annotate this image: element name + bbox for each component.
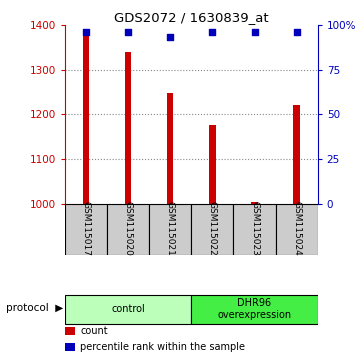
Point <box>83 29 89 35</box>
Point <box>168 34 173 40</box>
Text: percentile rank within the sample: percentile rank within the sample <box>80 342 245 352</box>
Bar <box>65 343 75 350</box>
Text: GSM115017: GSM115017 <box>82 201 91 256</box>
Title: GDS2072 / 1630839_at: GDS2072 / 1630839_at <box>114 11 269 24</box>
Text: GSM115022: GSM115022 <box>208 201 217 256</box>
Text: protocol  ▶: protocol ▶ <box>6 303 64 313</box>
Bar <box>125 52 131 204</box>
Text: GSM115024: GSM115024 <box>292 201 301 256</box>
Bar <box>293 105 300 204</box>
Text: GSM115020: GSM115020 <box>124 201 132 256</box>
Text: control: control <box>111 304 145 314</box>
Point <box>294 29 300 35</box>
Text: DHR96
overexpression: DHR96 overexpression <box>217 298 292 320</box>
Point <box>252 29 257 35</box>
Point <box>125 29 131 35</box>
Bar <box>65 327 75 335</box>
Bar <box>251 201 258 204</box>
Bar <box>107 204 149 255</box>
Bar <box>65 295 191 324</box>
Bar <box>275 204 318 255</box>
Text: count: count <box>80 326 108 336</box>
Bar <box>191 295 318 324</box>
Bar <box>65 204 107 255</box>
Bar <box>209 125 216 204</box>
Text: GSM115021: GSM115021 <box>166 201 175 256</box>
Bar <box>83 36 89 204</box>
Bar <box>191 204 234 255</box>
Bar <box>167 93 173 204</box>
Bar <box>234 204 275 255</box>
Text: GSM115023: GSM115023 <box>250 201 259 256</box>
Point <box>209 29 215 35</box>
Bar <box>149 204 191 255</box>
